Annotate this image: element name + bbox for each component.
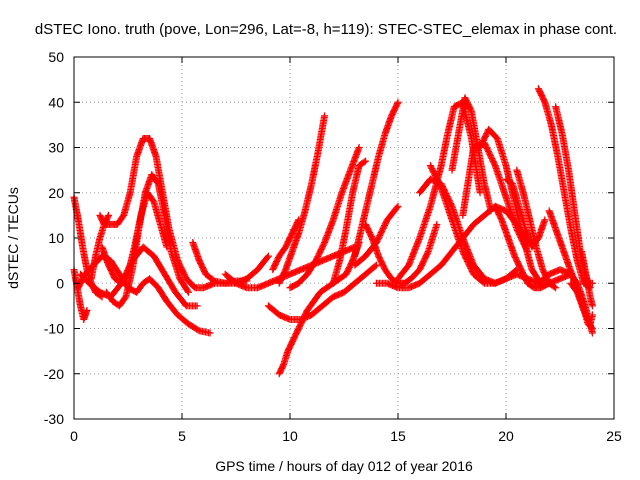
data-point bbox=[263, 253, 271, 261]
data-point bbox=[360, 158, 368, 166]
x-tick-label: 10 bbox=[282, 428, 298, 444]
series-13 bbox=[275, 112, 329, 287]
data-point bbox=[105, 211, 113, 219]
data-point bbox=[372, 261, 380, 269]
data-point bbox=[362, 157, 370, 165]
series-7 bbox=[87, 211, 113, 283]
data-point bbox=[104, 213, 112, 221]
data-point bbox=[163, 243, 171, 251]
data-point bbox=[394, 202, 402, 210]
series-6 bbox=[98, 189, 171, 287]
y-tick-label: 0 bbox=[56, 275, 64, 291]
series-12 bbox=[269, 216, 303, 274]
data-point bbox=[355, 144, 363, 151]
data-point bbox=[83, 306, 91, 314]
data-point bbox=[393, 204, 401, 212]
y-tick-label: 10 bbox=[48, 230, 64, 246]
series-15 bbox=[329, 157, 370, 287]
x-tick-label: 0 bbox=[70, 428, 78, 444]
x-tick-label: 20 bbox=[498, 428, 514, 444]
y-axis-label: dSTEC / TECUs bbox=[5, 187, 21, 289]
data-point bbox=[206, 329, 214, 337]
x-tick-label: 15 bbox=[390, 428, 406, 444]
y-tick-label: 40 bbox=[48, 94, 64, 110]
data-point bbox=[264, 252, 272, 260]
series-17 bbox=[351, 98, 402, 260]
x-tick-label: 5 bbox=[178, 428, 186, 444]
y-tick-label: -10 bbox=[44, 321, 64, 337]
series-14 bbox=[286, 144, 363, 292]
data-points bbox=[70, 85, 596, 378]
chart-title: dSTEC Iono. truth (pove, Lon=296, Lat=-8… bbox=[35, 21, 617, 38]
y-tick-label: -30 bbox=[44, 411, 64, 427]
y-tick-label: -20 bbox=[44, 366, 64, 382]
y-tick-label: 50 bbox=[48, 49, 64, 65]
x-tick-label: 25 bbox=[606, 428, 622, 444]
data-point bbox=[184, 288, 192, 296]
data-point bbox=[371, 262, 379, 270]
series-16 bbox=[351, 202, 402, 269]
data-point bbox=[321, 112, 329, 120]
x-axis-label: GPS time / hours of day 012 of year 2016 bbox=[215, 458, 473, 474]
y-tick-label: 20 bbox=[48, 185, 64, 201]
y-tick-label: 30 bbox=[48, 140, 64, 156]
data-point bbox=[184, 287, 192, 295]
data-point bbox=[193, 302, 201, 310]
